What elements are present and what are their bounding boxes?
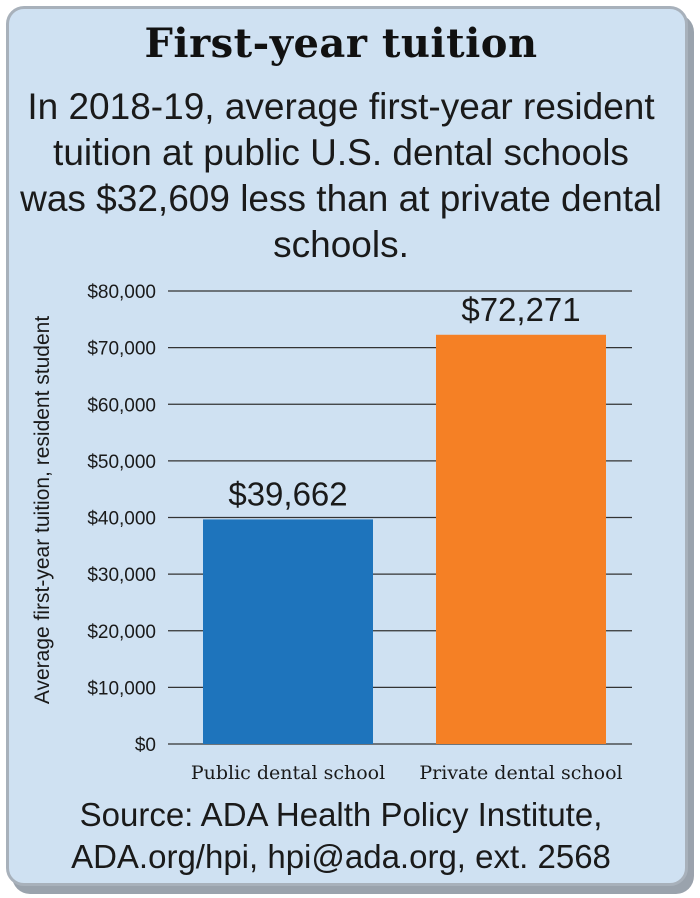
y-tick-label-60000: $60,000 [87, 395, 156, 416]
y-tick-label-30000: $30,000 [87, 565, 156, 586]
source-note: Source: ADA Health Policy Institute, ADA… [10, 794, 672, 878]
y-tick-label-80000: $80,000 [87, 282, 156, 303]
data-label-private: $72,271 [461, 291, 580, 328]
source-line-2: ADA.org/hpi, hpi@ada.org, ext. 2568 [71, 838, 611, 875]
y-tick-label-20000: $20,000 [87, 622, 156, 643]
chart-subtitle: In 2018-19, average first-year resident … [20, 86, 662, 265]
bar-private [436, 334, 606, 744]
x-category-label-public: Public dental school [191, 762, 385, 784]
y-tick-label-10000: $10,000 [87, 678, 156, 699]
x-category-label-private: Private dental school [419, 762, 622, 784]
y-axis-title: Average first-year tuition, resident stu… [31, 316, 54, 704]
y-tick-label-50000: $50,000 [87, 452, 156, 473]
source-line-1: Source: ADA Health Policy Institute, [79, 796, 603, 833]
y-tick-label-40000: $40,000 [87, 509, 156, 530]
y-tick-label-0: $0 [135, 735, 156, 756]
y-tick-label-70000: $70,000 [87, 339, 156, 360]
chart-title: First-year tuition [144, 20, 538, 67]
data-label-public: $39,662 [228, 475, 347, 512]
bar-public [203, 519, 373, 744]
